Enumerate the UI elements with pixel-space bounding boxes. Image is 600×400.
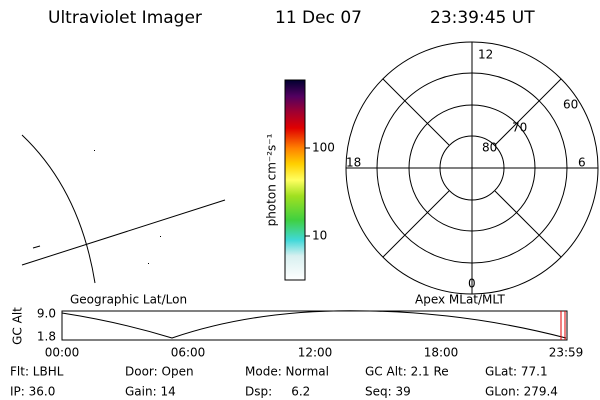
y-label: GC Alt (11, 307, 25, 345)
x-tick: 18:00 (424, 346, 459, 360)
info-field: GLat: 77.1 (485, 365, 548, 379)
x-tick: 23:59 (549, 346, 584, 360)
lat-label: 80 (482, 141, 497, 155)
info-field: GC Alt: 2.1 Re (365, 365, 449, 379)
grid-line (21, 199, 226, 266)
timeline: Geographic Lat/Lon Apex MLat/MLT GC Alt … (11, 293, 584, 360)
mlt-label: 6 (578, 156, 586, 170)
mlt-label: 12 (478, 48, 493, 62)
lat-label: 60 (563, 98, 578, 112)
info-field: IP: 36.0 (10, 385, 55, 399)
lat-label: 70 (512, 121, 527, 135)
spoke (382, 78, 450, 146)
polar-plot: 12 18 6 0 60 70 80 (345, 41, 599, 295)
info-field: Flt: LBHL (10, 365, 64, 379)
y-tick: 9.0 (37, 307, 56, 321)
mlt-label: 18 (346, 156, 361, 170)
dot (148, 263, 149, 264)
info-field: Seq: 39 (365, 385, 411, 399)
info-panel: Flt: LBHL Door: Open Mode: Normal GC Alt: 2… (10, 365, 558, 399)
image-panel (21, 134, 226, 284)
timeline-box (61, 310, 568, 341)
dash (32, 245, 41, 249)
mlt-label: 0 (468, 277, 476, 291)
time: 23:39:45 UT (430, 8, 535, 28)
colorbar-tick: 10 (312, 229, 327, 243)
right-label: Apex MLat/MLT (415, 293, 505, 307)
title: Ultraviolet Imager (48, 8, 202, 28)
y-tick: 1.8 (37, 330, 56, 344)
info-field: Door: Open (125, 365, 194, 379)
x-tick: 12:00 (298, 346, 333, 360)
colorbar-scale (284, 79, 306, 281)
x-tick: 06:00 (171, 346, 206, 360)
colorbar-tick: 100 (312, 141, 335, 155)
dot (94, 150, 95, 151)
altitude-curve (61, 310, 567, 339)
spoke (494, 190, 562, 258)
info-field: Dsp: 6.2 (245, 385, 310, 399)
spoke (382, 190, 450, 258)
spoke (494, 78, 562, 146)
header: Ultraviolet Imager 11 Dec 07 23:39:45 UT (48, 8, 535, 28)
colorbar: 100 10 photon cm⁻²s⁻¹ (265, 79, 335, 281)
x-tick: 00:00 (45, 346, 80, 360)
date: 11 Dec 07 (275, 8, 362, 28)
coast-arc (21, 134, 96, 284)
info-field: GLon: 279.4 (485, 385, 558, 399)
colorbar-label: photon cm⁻²s⁻¹ (265, 133, 279, 226)
info-field: Gain: 14 (125, 385, 176, 399)
left-label: Geographic Lat/Lon (70, 293, 187, 307)
dot (160, 236, 161, 237)
info-field: Mode: Normal (245, 365, 329, 379)
